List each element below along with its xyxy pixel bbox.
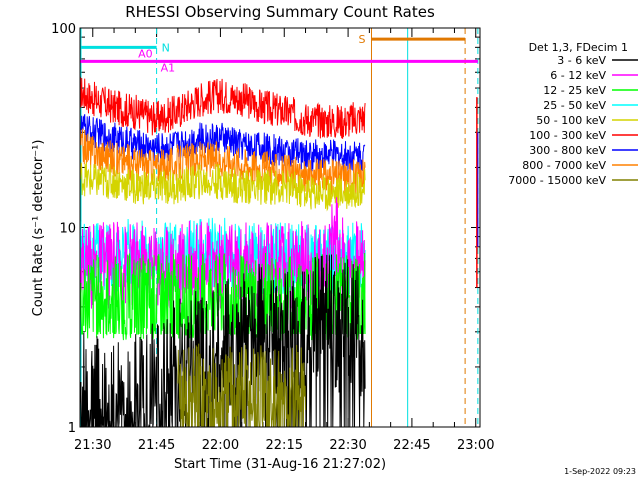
legend-entry-label: 100 - 300 keV (529, 129, 606, 142)
legend-entry-label: 7000 - 15000 keV (508, 174, 606, 187)
y-axis-label: Count Rate (s⁻¹ detector⁻¹) (31, 140, 46, 317)
legend-entry-label: 300 - 800 keV (529, 144, 606, 157)
annotation-label: A0 (138, 47, 153, 60)
series-line (79, 162, 366, 212)
x-tick-label: 22:45 (393, 438, 430, 453)
legend-entry-label: 50 - 100 keV (536, 114, 606, 127)
series-line (79, 128, 366, 196)
chart-title: RHESSI Observing Summary Count Rates (125, 3, 435, 21)
annotation-label: N (162, 41, 170, 54)
x-tick-label: 22:15 (266, 438, 303, 453)
x-tick-label: 23:00 (457, 438, 494, 453)
legend-entry-label: 3 - 6 keV (557, 54, 606, 67)
y-tick-label: 100 (51, 22, 76, 37)
legend-header: Det 1,3, FDecim 1 (529, 41, 628, 54)
x-axis-label: Start Time (31-Aug-16 21:27:02) (174, 457, 386, 472)
x-tick-label: 22:00 (202, 438, 239, 453)
x-tick-label: 21:45 (138, 438, 175, 453)
series-line (79, 76, 366, 139)
legend-entry-label: 6 - 12 keV (550, 69, 606, 82)
annotation-label: S (359, 33, 366, 46)
y-tick-label: 10 (59, 222, 76, 237)
x-tick-label: 21:30 (74, 438, 111, 453)
legend-entry-label: 12 - 25 keV (543, 84, 606, 97)
plot-frame (79, 27, 481, 428)
series-line (79, 252, 366, 341)
footer-timestamp: 1-Sep-2022 09:23 (564, 467, 636, 476)
legend-entry-label: 25 - 50 keV (543, 99, 606, 112)
legend-entry-label: 800 - 7000 keV (522, 159, 606, 172)
annotation-label: A1 (161, 61, 176, 74)
y-tick-label: 1 (68, 421, 76, 436)
x-tick-label: 22:30 (329, 438, 366, 453)
